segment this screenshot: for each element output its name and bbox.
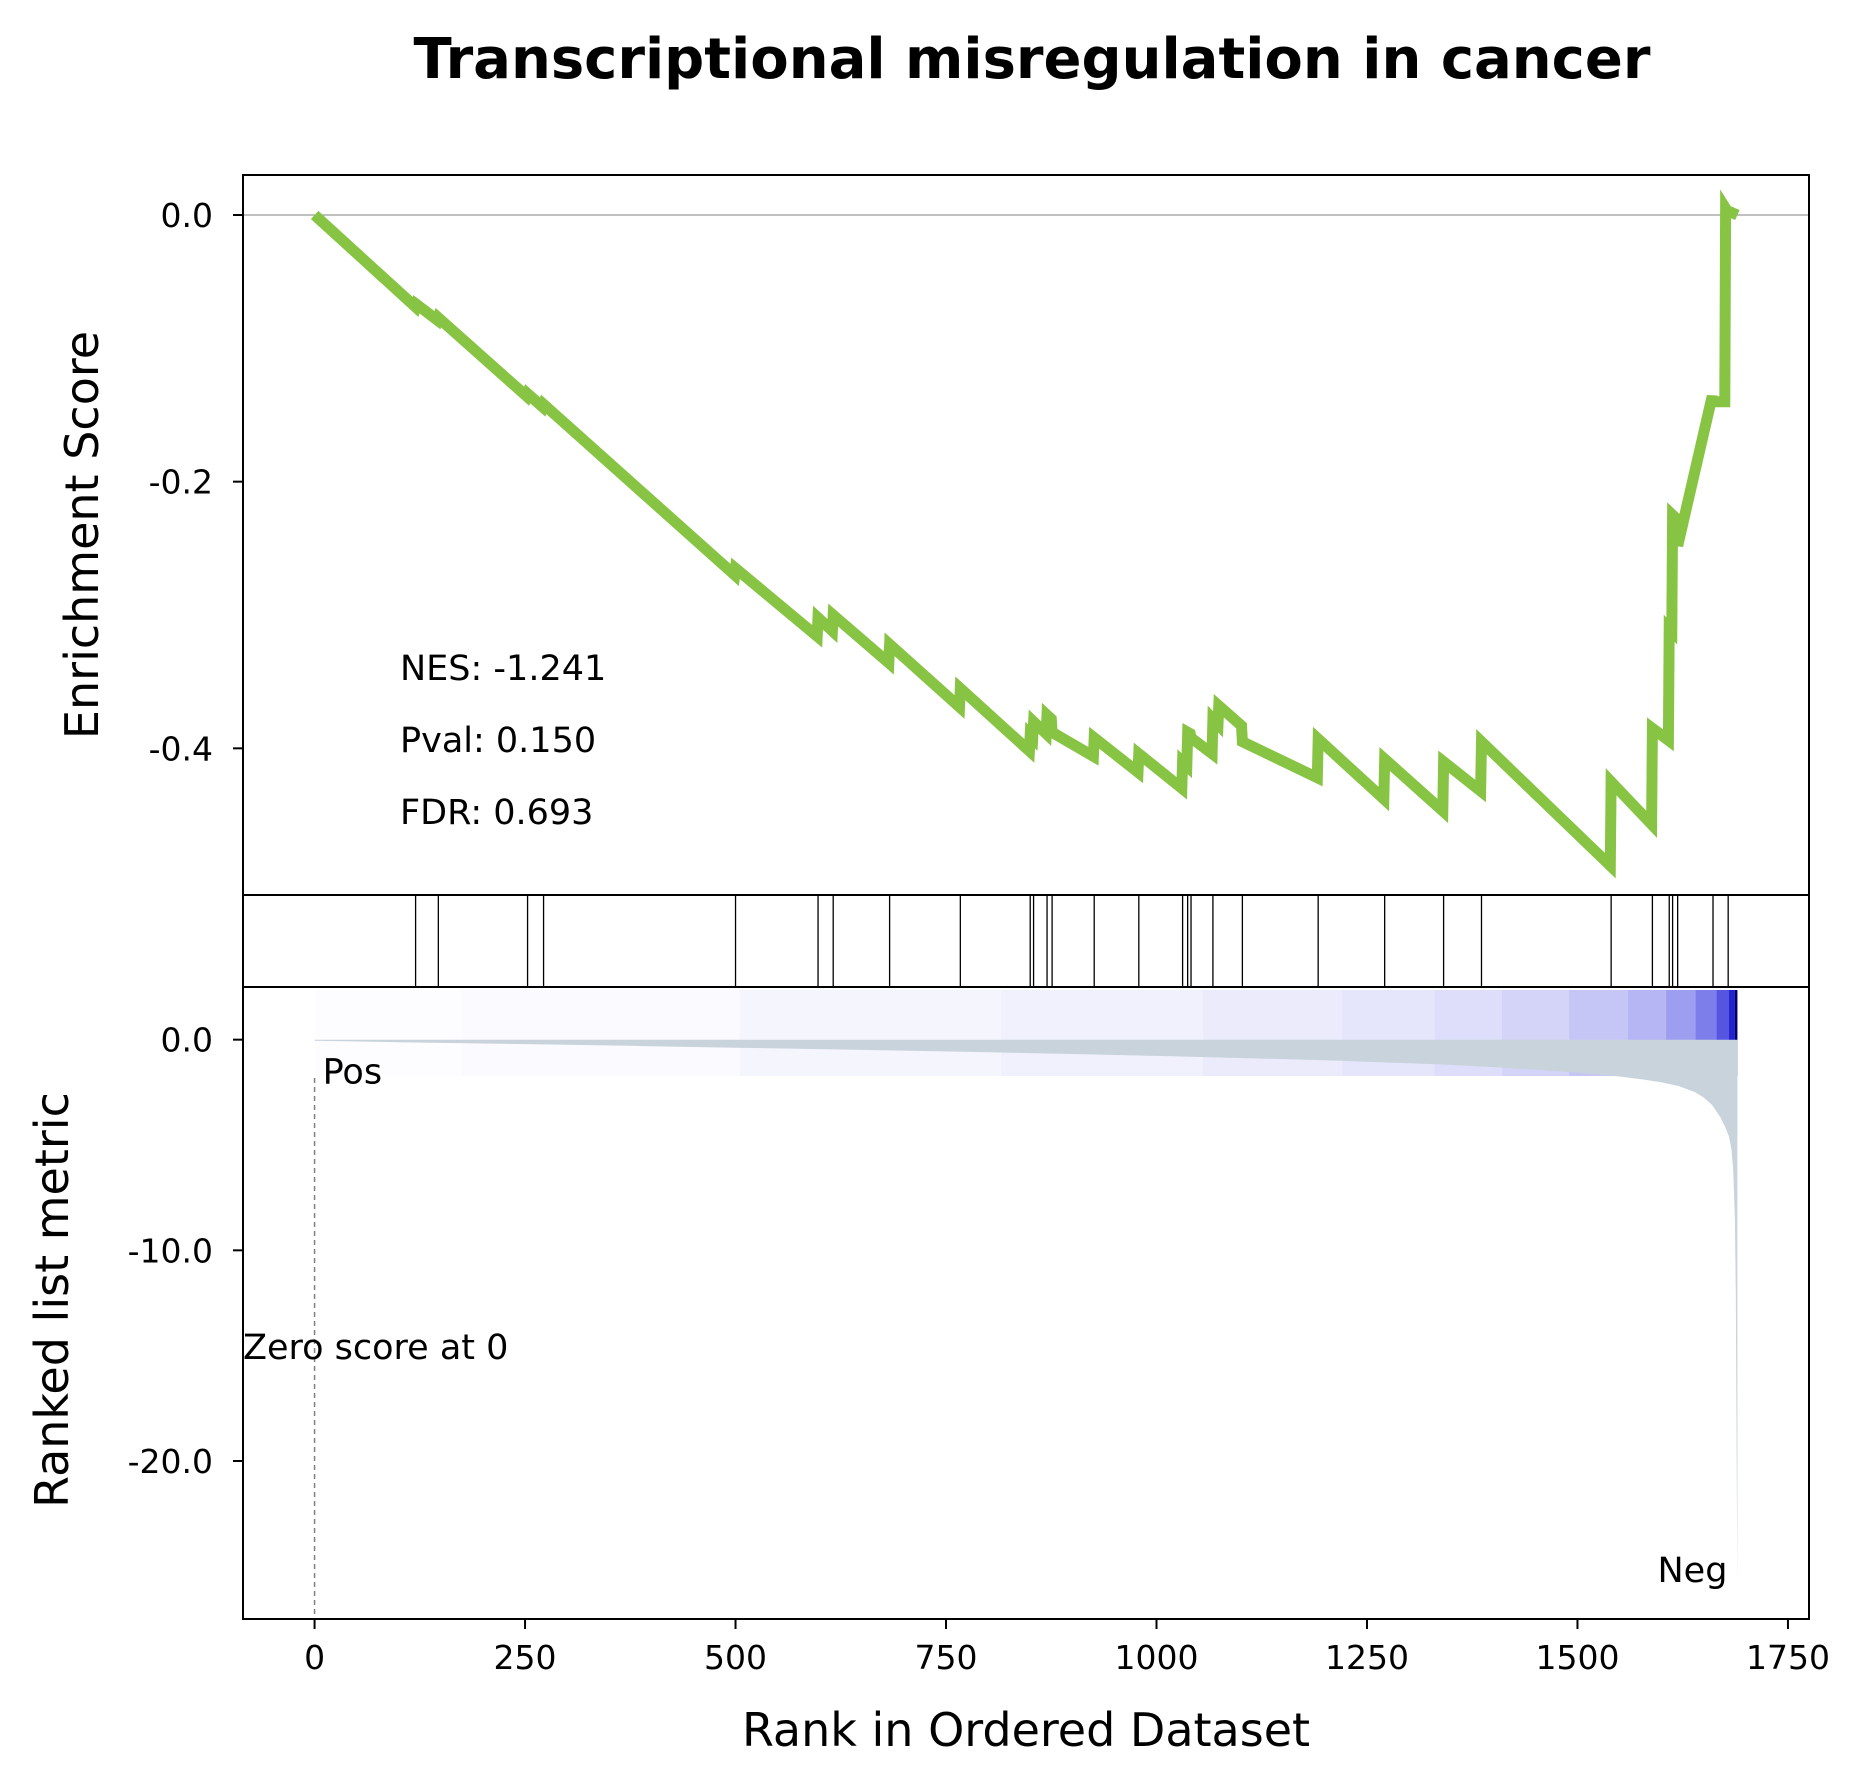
enrichment-y-label: Enrichment Score <box>55 331 109 739</box>
enrichment-panel-frame <box>242 174 1810 896</box>
ranked-y-label: Ranked list metric <box>25 1092 79 1508</box>
gene-hits-panel <box>242 894 1810 988</box>
gradient-bar-segment <box>314 990 462 1076</box>
x-axis-label: Rank in Ordered Dataset <box>742 1703 1310 1757</box>
neg-label: Neg <box>1657 1551 1727 1591</box>
enrichment-score-series <box>310 189 1740 879</box>
rank-gradient-bar <box>314 990 1738 1076</box>
gradient-bar-segment <box>1000 990 1203 1076</box>
ranked-metric-y-ticks: 0.0 -10.0 -20.0 <box>128 1021 243 1481</box>
gradient-bar-segment <box>1734 990 1738 1076</box>
ranked-y-tick-label: -20.0 <box>128 1442 213 1481</box>
enrichment-y-ticks: 0.0 -0.2 -0.4 <box>149 196 243 768</box>
fdr-stat: FDR: 0.693 <box>400 793 593 833</box>
pos-label: Pos <box>323 1053 383 1093</box>
x-tick-label: 500 <box>704 1638 767 1677</box>
ranked-metric-panel: Zero score at 0 Pos Neg 0.0 -10.0 -20.0 Ra… <box>25 986 1810 1620</box>
x-tick-label: 250 <box>494 1638 557 1677</box>
ranked-panel-frame <box>242 986 1810 1620</box>
pval-stat: Pval: 0.150 <box>400 721 596 761</box>
gradient-bar-segment <box>1202 990 1342 1076</box>
x-tick-label: 1000 <box>1115 1638 1199 1677</box>
gradient-bar-segment <box>461 990 740 1076</box>
nes-stat: NES: -1.241 <box>400 649 606 689</box>
ranked-metric-area <box>314 1039 1738 1588</box>
ranked-y-tick-label: -10.0 <box>128 1231 213 1270</box>
gradient-bar-segment <box>739 990 1001 1076</box>
x-tick-label: 1500 <box>1535 1638 1619 1677</box>
x-tick-label: 0 <box>304 1638 325 1677</box>
gradient-bar-segment <box>1729 990 1735 1076</box>
enrichment-y-tick-label: 0.0 <box>161 196 213 235</box>
enrichment-score-panel: 0.0 -0.2 -0.4 NES: -1.241 Pval: 0.150 FDR:… <box>55 174 1810 896</box>
x-tick-label: 1250 <box>1325 1638 1409 1677</box>
hits-panel-frame <box>242 894 1810 988</box>
enrichment-stats: NES: -1.241 Pval: 0.150 FDR: 0.693 <box>400 649 606 833</box>
gene-hit-marks <box>414 895 1729 987</box>
chart-title: Transcriptional misregulation in cancer <box>414 27 1651 92</box>
zero-score-label: Zero score at 0 <box>243 1328 508 1368</box>
ranked-y-tick-label: 0.0 <box>161 1021 213 1060</box>
x-tick-label: 1750 <box>1746 1638 1830 1677</box>
x-tick-label: 750 <box>915 1638 978 1677</box>
enrichment-y-tick-label: -0.4 <box>149 729 213 768</box>
x-axis-ticks: 0 250 500 750 1000 1250 1500 1750 <box>304 1619 1830 1677</box>
enrichment-score-line <box>310 189 1740 879</box>
enrichment-y-tick-label: -0.2 <box>149 463 213 502</box>
